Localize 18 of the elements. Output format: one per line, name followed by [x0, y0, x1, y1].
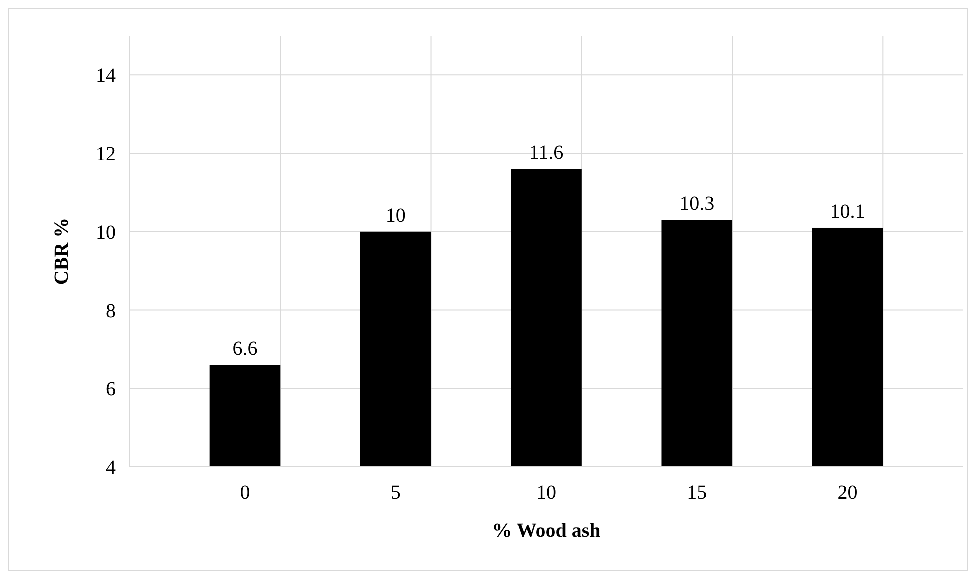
y-tick-label: 6 [106, 378, 116, 401]
y-tick-label: 8 [106, 300, 116, 322]
x-tick-label: 0 [240, 482, 250, 504]
data-label: 11.6 [529, 142, 564, 164]
data-label: 6.6 [232, 338, 258, 360]
data-label: 10.3 [680, 193, 715, 216]
y-tick-label: 4 [106, 457, 116, 479]
x-tick-label: 20 [838, 482, 858, 504]
y-tick-label: 10 [96, 222, 116, 244]
data-label: 10.1 [830, 200, 866, 223]
y-tick-label: 12 [96, 144, 116, 166]
y-axis-title: CBR % [51, 218, 73, 286]
x-tick-label: 15 [687, 482, 708, 504]
x-tick-label: 5 [390, 482, 401, 504]
y-tick-label: 14 [96, 65, 116, 88]
x-tick-label: 10 [536, 482, 556, 504]
x-axis-title: % Wood ash [492, 520, 601, 542]
data-label: 10 [386, 204, 406, 227]
